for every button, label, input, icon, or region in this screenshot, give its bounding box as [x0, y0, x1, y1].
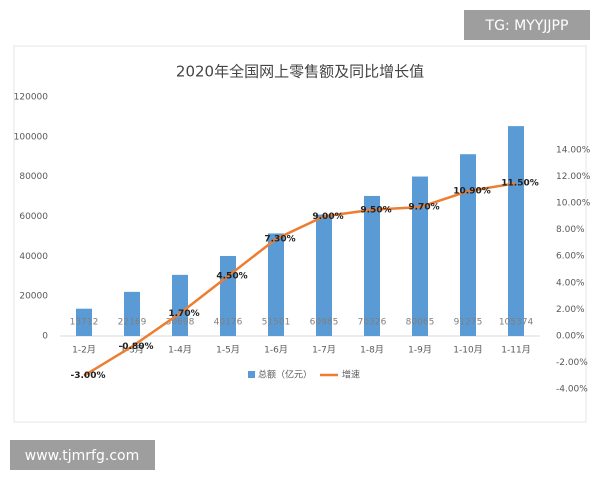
y-tick-label: 80000 [19, 172, 48, 182]
y2-tick-label: 4.00% [556, 278, 585, 288]
bar-value-label: 40176 [214, 318, 243, 328]
bar [364, 195, 380, 336]
y-tick-label: 0 [42, 332, 48, 342]
bar-value-label: 105374 [499, 318, 534, 328]
legend-label: 总额（亿元） [258, 369, 312, 381]
line [83, 181, 517, 377]
y2-tick-label: 6.00% [556, 252, 585, 262]
bar [268, 233, 284, 336]
bar [76, 308, 92, 336]
line-value-label: 7.30% [264, 234, 295, 244]
bar-value-label: 60985 [310, 318, 339, 328]
bar [460, 154, 476, 336]
line-value-label: 9.00% [312, 212, 343, 222]
line-value-label: 9.70% [408, 203, 439, 213]
line-value-label: -3.00% [71, 371, 106, 381]
bar-value-label: 80065 [406, 318, 435, 328]
bar-value-label: 91275 [454, 318, 483, 328]
chart-title: 2020年全国网上零售额及同比增长值 [176, 63, 424, 81]
legend-label: 增速 [342, 369, 360, 381]
x-tick-label: 1-6月 [264, 345, 288, 356]
line-value-label: 1.70% [168, 309, 199, 319]
bar-value-label: 13712 [70, 318, 99, 328]
bar-value-label: 70326 [358, 318, 387, 328]
x-tick-label: 1-10月 [453, 345, 482, 356]
y2-tick-label: 8.00% [556, 225, 585, 235]
x-tick-label: 1-3月 [120, 345, 144, 356]
bar [316, 214, 332, 336]
watermark-box [10, 440, 155, 470]
watermark: TG: MYYJJPP [485, 18, 569, 34]
chart-frame [13, 45, 587, 423]
y-tick-label: 20000 [19, 292, 48, 302]
x-tick-label: 1-9月 [408, 345, 432, 356]
legend-swatch [248, 371, 255, 378]
x-tick-label: 1-5月 [216, 345, 240, 356]
line-value-label: 10.90% [453, 187, 491, 197]
x-tick-label: 1-11月 [501, 345, 530, 356]
line-value-label: 4.50% [216, 272, 247, 282]
bar-value-label: 30698 [166, 318, 195, 328]
y2-tick-label: 10.00% [556, 199, 591, 209]
y2-tick-label: 12.00% [556, 172, 591, 182]
y2-tick-label: 0.00% [556, 331, 585, 341]
line-value-label: -0.80% [119, 342, 154, 352]
x-tick-label: 1-2月 [72, 345, 96, 356]
y2-tick-label: -4.00% [556, 385, 588, 395]
watermark-box [464, 10, 590, 40]
bar [508, 126, 524, 336]
bar-value-label: 22169 [118, 318, 147, 328]
x-tick-label: 1-7月 [312, 345, 336, 356]
y-tick-label: 60000 [19, 212, 48, 222]
y2-tick-label: 14.00% [556, 146, 591, 156]
x-tick-label: 1-4月 [168, 345, 192, 356]
y-tick-label: 120000 [14, 93, 49, 103]
y2-tick-label: -2.00% [556, 358, 588, 368]
y-tick-label: 100000 [14, 132, 49, 142]
bar [124, 291, 140, 336]
y2-tick-label: 2.00% [556, 305, 585, 315]
y-tick-label: 40000 [19, 252, 48, 262]
bar [172, 274, 188, 336]
bar-value-label: 51501 [262, 318, 291, 328]
bar [412, 176, 428, 336]
bar [220, 255, 236, 336]
line-value-label: 9.50% [360, 205, 391, 215]
x-tick-label: 1-8月 [360, 345, 384, 356]
line-value-label: 11.50% [501, 179, 539, 189]
watermark: www.tjmrfg.com [25, 448, 139, 464]
